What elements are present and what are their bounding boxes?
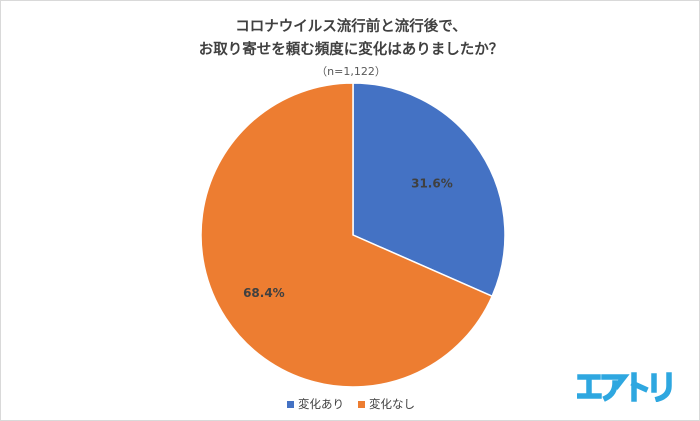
legend-label-changed: 変化あり: [298, 397, 344, 411]
chart-legend: 変化あり 変化なし: [1, 396, 699, 412]
airtrip-logo-icon: [577, 372, 672, 402]
data-label-changed: 31.6%: [411, 177, 453, 191]
legend-swatch-changed: [287, 400, 294, 408]
pie-slice-unchanged: [200, 82, 494, 388]
chart-title-line-2: お取り寄せを頼む頻度に変化はありましたか？: [198, 42, 504, 58]
data-label-unchanged: 68.4%: [243, 286, 285, 300]
legend-item-unchanged: 変化なし: [358, 396, 415, 412]
legend-swatch-unchanged: [358, 400, 365, 408]
pie-slice-changed: [352, 82, 506, 298]
legend-label-unchanged: 変化なし: [369, 397, 415, 411]
sample-size-note: （n=1,122）: [316, 65, 386, 78]
airtrip-logo: [577, 372, 677, 402]
legend-item-changed: 変化あり: [287, 396, 344, 412]
chart-title-line-1: コロナウイルス流行前と流行後で、: [235, 19, 467, 35]
